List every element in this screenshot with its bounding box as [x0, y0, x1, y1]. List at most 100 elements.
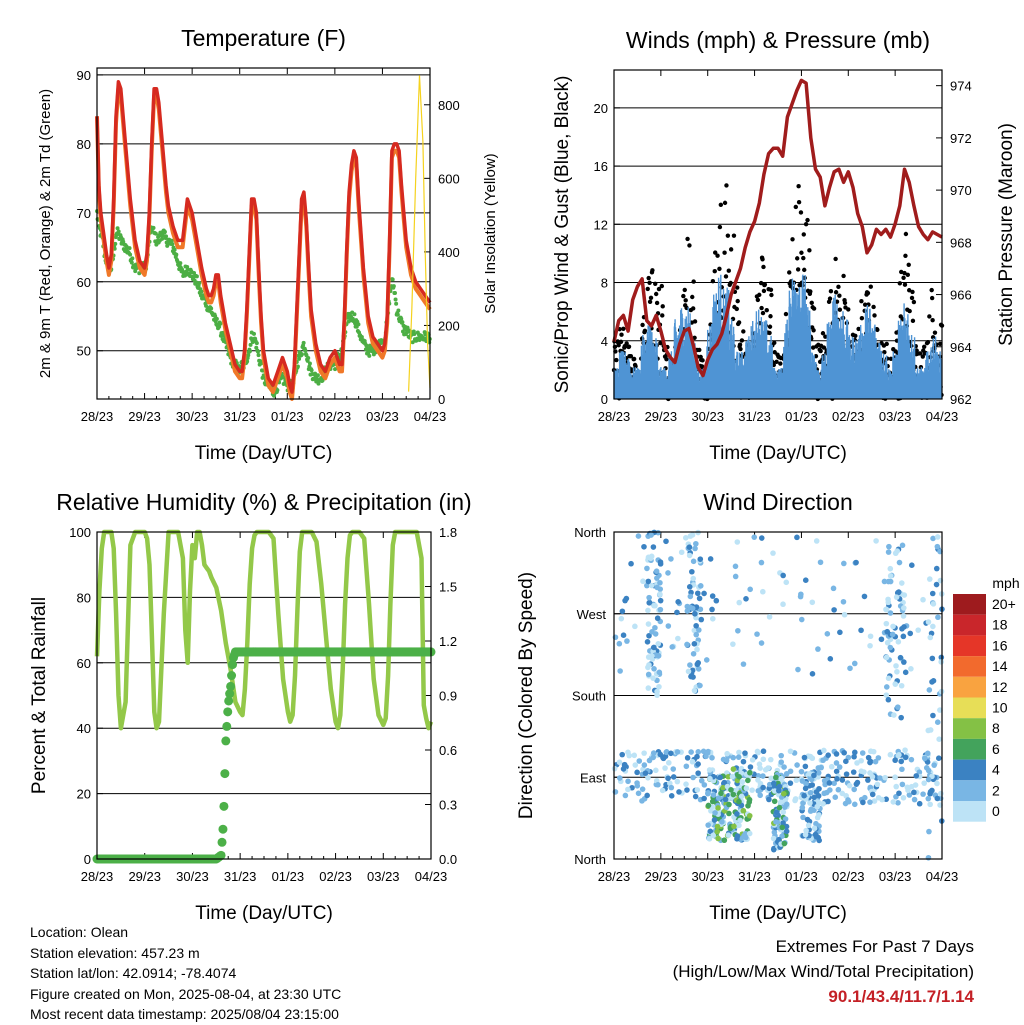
direction-point: [634, 783, 641, 789]
direction-point: [754, 631, 760, 637]
direction-point: [811, 794, 817, 801]
direction-point: [641, 762, 648, 768]
direction-point: [705, 802, 712, 809]
direction-point: [846, 782, 853, 789]
dewpoint-point: [315, 373, 320, 378]
gust-point: [738, 346, 743, 352]
x-tick-label: 01/23: [785, 869, 818, 884]
x-tick-label: 31/23: [223, 409, 256, 424]
gust-point: [656, 286, 662, 292]
direction-point: [634, 769, 640, 776]
direction-point: [645, 607, 651, 614]
direction-point: [653, 652, 659, 659]
wind-y-tick-label: 4: [601, 334, 608, 349]
legend-swatch: [953, 676, 986, 698]
direction-point: [900, 633, 907, 640]
direction-point: [906, 792, 913, 798]
dewpoint-point: [303, 348, 308, 353]
gust-point: [795, 256, 800, 261]
gust-point: [724, 183, 729, 188]
direction-point: [674, 778, 681, 785]
direction-point: [641, 543, 647, 550]
direction-point: [901, 659, 907, 665]
direction-point: [890, 799, 897, 805]
x-tick-label: 28/23: [598, 409, 631, 424]
direction-point: [678, 549, 685, 556]
direction-point: [896, 559, 903, 566]
direction-point: [736, 749, 742, 756]
humidity-chart-xlabel: Time (Day/UTC): [195, 903, 333, 924]
direction-point: [731, 823, 737, 830]
direction-point: [691, 641, 698, 647]
direction-point: [934, 543, 941, 550]
direction-point: [732, 563, 739, 570]
direction-point: [854, 760, 860, 766]
gust-point: [837, 307, 843, 312]
rh-y-tick-label: 100: [69, 525, 91, 540]
pressure-tick-label: 970: [950, 183, 972, 198]
gust-point: [902, 270, 907, 276]
direction-point: [735, 754, 742, 760]
direction-point: [815, 770, 822, 776]
direction-tick-label: South: [572, 689, 606, 704]
dewpoint-point: [356, 322, 361, 327]
direction-point: [851, 660, 858, 667]
direction-point: [926, 687, 933, 693]
dewpoint-point: [116, 229, 121, 234]
gust-point: [639, 336, 645, 341]
direction-chart-xlabel: Time (Day/UTC): [709, 903, 847, 924]
dewpoint-point: [391, 284, 396, 289]
direction-point: [701, 782, 708, 788]
gust-point: [875, 327, 880, 333]
wind-y-tick-label: 12: [594, 217, 608, 232]
gust-point: [722, 200, 728, 206]
direction-point: [690, 575, 697, 582]
temperature-chart-y2label: Solar Insolation (Yellow): [482, 153, 499, 313]
gust-point: [841, 273, 846, 279]
extremes-title: Extremes For Past 7 Days: [775, 937, 974, 956]
gust-point: [897, 281, 903, 286]
direction-point: [695, 666, 702, 672]
direction-point: [781, 764, 787, 770]
direction-point: [851, 786, 857, 793]
direction-point: [852, 749, 858, 756]
direction-point: [722, 796, 729, 803]
direction-point: [717, 774, 723, 781]
gust-point: [769, 292, 774, 298]
dewpoint-point: [333, 367, 338, 372]
gust-point: [653, 281, 658, 286]
direction-point: [611, 765, 618, 772]
direction-point: [767, 756, 774, 763]
dewpoint-point: [174, 252, 179, 257]
direction-point: [807, 800, 813, 806]
direction-point: [858, 627, 864, 634]
legend-label: 12: [992, 679, 1008, 695]
direction-point: [900, 794, 907, 801]
direction-point: [694, 646, 700, 653]
direction-point: [837, 629, 843, 636]
direction-point: [770, 846, 777, 853]
direction-point: [802, 785, 809, 792]
direction-point: [879, 796, 885, 803]
direction-point: [902, 747, 908, 753]
gust-point: [882, 349, 887, 355]
direction-point: [625, 778, 631, 785]
direction-point: [697, 556, 704, 562]
direction-point: [624, 638, 630, 644]
dewpoint-point: [395, 312, 400, 317]
direction-point: [668, 784, 675, 791]
gust-point: [616, 342, 621, 348]
direction-point: [645, 774, 651, 781]
dewpoint-point: [393, 297, 398, 302]
gust-point: [640, 322, 645, 328]
direction-point: [676, 789, 682, 795]
direction-point: [689, 532, 696, 538]
gust-point: [717, 266, 722, 272]
gust-point: [642, 328, 648, 333]
x-tick-label: 29/23: [645, 409, 678, 424]
gust-point: [934, 342, 939, 347]
direction-point: [742, 750, 748, 756]
direction-point: [935, 614, 941, 621]
direction-point: [645, 671, 652, 678]
direction-point: [936, 736, 942, 743]
